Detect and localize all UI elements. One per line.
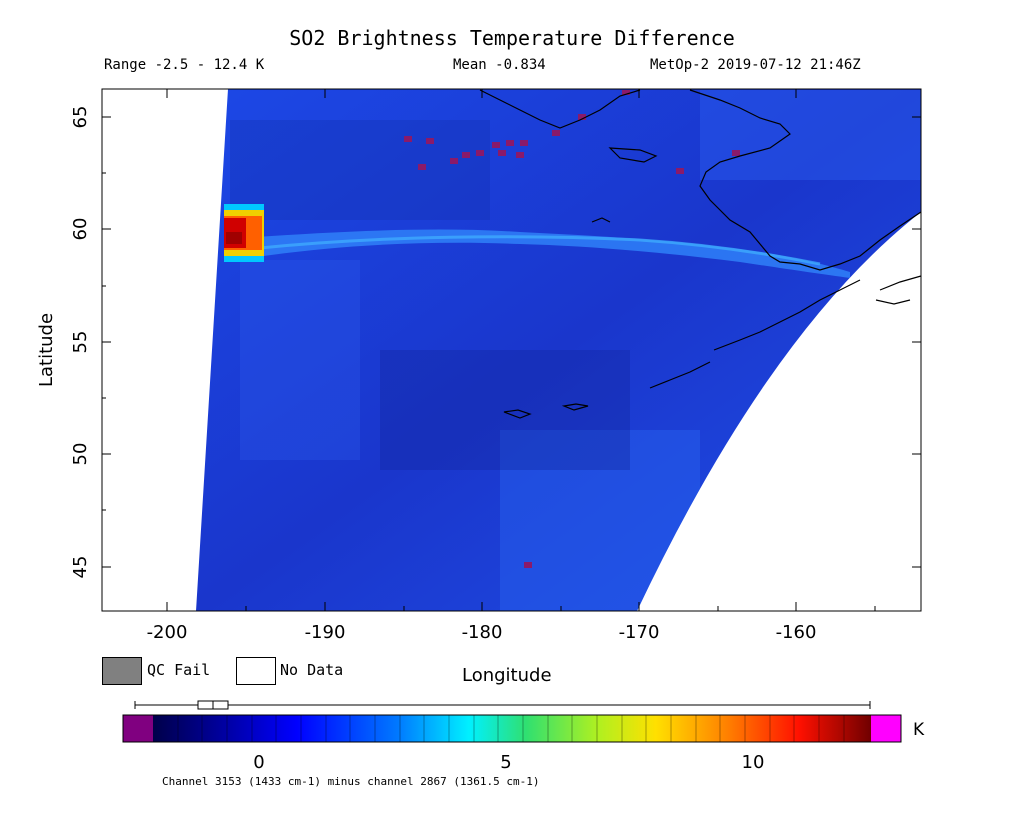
chart-title: SO2 Brightness Temperature Difference <box>289 26 735 50</box>
y-tick-label: 60 <box>70 218 91 241</box>
colorbar-under <box>123 715 153 742</box>
colorbar-unit: K <box>913 720 925 740</box>
mean-readout: Mean -0.834 <box>453 57 546 73</box>
colorbar-tick-labels: 0 5 10 <box>253 752 764 773</box>
y-tick-label: 50 <box>70 443 91 466</box>
axis-ticks <box>102 89 921 611</box>
y-tick-labels: 45 50 55 60 65 <box>70 106 91 579</box>
x-tick-label: -160 <box>776 622 817 643</box>
colorbar-tick-label: 5 <box>500 752 511 773</box>
anomalous-pixels <box>404 90 740 568</box>
colorbar-tick-label: 10 <box>742 752 765 773</box>
qc-fail-swatch <box>102 657 142 685</box>
channel-caption: Channel 3153 (1433 cm-1) minus channel 2… <box>162 775 540 788</box>
so2-plume <box>240 229 850 278</box>
colorbar-range-whisker <box>134 700 871 710</box>
y-axis-label: Latitude <box>36 312 57 388</box>
colorbar-over <box>871 715 901 742</box>
x-tick-label: -190 <box>305 622 346 643</box>
plot-frame <box>101 88 922 612</box>
x-tick-labels: -200 -190 -180 -170 -160 <box>147 622 817 643</box>
y-tick-label: 45 <box>70 556 91 579</box>
volcano-hotspot <box>224 204 264 262</box>
x-tick-label: -180 <box>462 622 503 643</box>
y-tick-label: 55 <box>70 331 91 354</box>
range-readout: Range -2.5 - 12.4 K <box>104 57 265 73</box>
no-data-label: No Data <box>280 661 344 679</box>
x-tick-label: -170 <box>619 622 660 643</box>
swath-field <box>196 89 921 611</box>
y-tick-label: 65 <box>70 106 91 129</box>
coastlines <box>479 89 922 419</box>
colorbar-tick-label: 0 <box>253 752 264 773</box>
colorbar-gradient <box>153 715 871 742</box>
swath-texture <box>230 90 921 611</box>
data-swath <box>196 89 921 611</box>
qc-fail-label: QC Fail <box>147 661 211 679</box>
x-axis-label: Longitude <box>462 665 552 686</box>
no-data-swatch <box>236 657 276 685</box>
satellite-timestamp: MetOp-2 2019-07-12 21:46Z <box>650 57 861 73</box>
colorbar <box>122 714 902 743</box>
x-tick-label: -200 <box>147 622 188 643</box>
